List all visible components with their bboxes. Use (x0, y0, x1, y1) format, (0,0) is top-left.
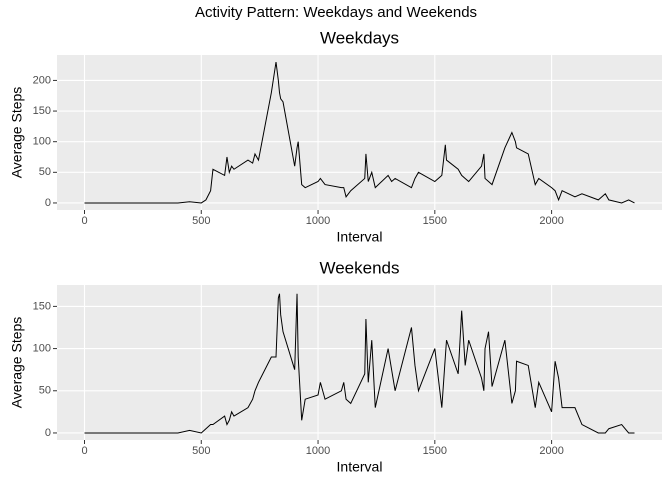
line (84, 61, 635, 204)
x-tick-label: 2000 (539, 215, 563, 227)
x-tick-label: 2000 (539, 445, 563, 457)
x-tick-label: 1000 (306, 445, 330, 457)
x-tick-label: 1500 (423, 445, 447, 457)
panel-title: Weekdays (320, 28, 399, 47)
x-tick-label: 0 (81, 215, 87, 227)
x-axis-label: Interval (337, 229, 383, 245)
y-axis-label: Average Steps (9, 317, 25, 409)
y-tick-label: 150 (33, 300, 51, 312)
y-tick-label: 100 (33, 136, 51, 148)
y-tick-label: 100 (33, 342, 51, 354)
y-axis-label: Average Steps (9, 87, 25, 179)
x-axis-label: Interval (337, 459, 383, 475)
plot-background (57, 55, 662, 210)
plot-background (57, 285, 662, 440)
line (84, 293, 635, 434)
panel-title: Weekends (319, 258, 399, 277)
y-tick-label: 150 (33, 105, 51, 117)
y-tick-label: 50 (39, 166, 51, 178)
y-tick-label: 200 (33, 74, 51, 86)
y-tick-label: 0 (45, 197, 51, 209)
page-title: Activity Pattern: Weekdays and Weekends (195, 4, 477, 21)
x-tick-label: 500 (192, 215, 210, 227)
x-tick-label: 1500 (423, 215, 447, 227)
x-tick-label: 1000 (306, 215, 330, 227)
y-tick-label: 0 (45, 427, 51, 439)
x-tick-label: 0 (81, 445, 87, 457)
y-tick-label: 50 (39, 385, 51, 397)
x-tick-label: 500 (192, 445, 210, 457)
